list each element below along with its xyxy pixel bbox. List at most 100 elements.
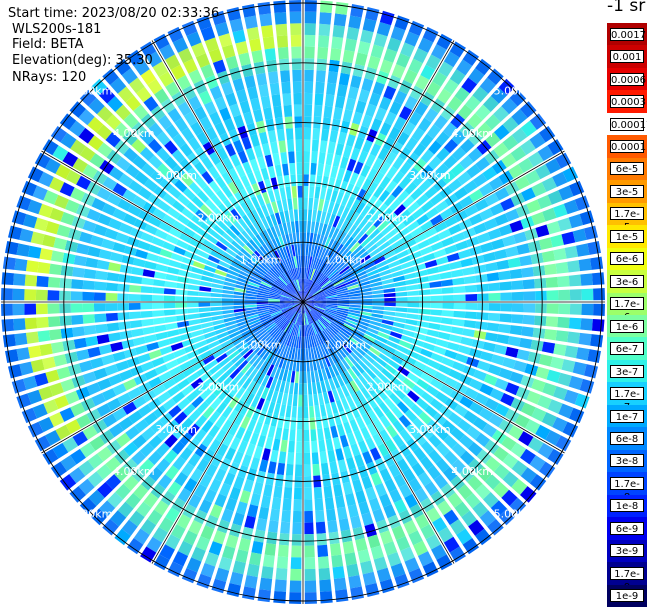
range-bin bbox=[262, 259, 272, 269]
range-bin bbox=[306, 255, 310, 268]
range-bin bbox=[172, 37, 189, 53]
range-bin bbox=[242, 214, 252, 227]
range-bin bbox=[222, 251, 235, 261]
range-bin bbox=[229, 523, 242, 538]
range-bin bbox=[389, 217, 402, 229]
range-bin bbox=[200, 370, 213, 382]
range-bin bbox=[241, 63, 254, 78]
range-bin bbox=[354, 270, 367, 279]
range-bin bbox=[502, 471, 519, 488]
range-bin bbox=[208, 541, 223, 556]
range-bin bbox=[287, 322, 294, 334]
range-bin bbox=[128, 180, 143, 194]
range-bin bbox=[322, 263, 331, 274]
range-bin bbox=[317, 544, 329, 558]
range-bin bbox=[346, 196, 356, 209]
range-bin bbox=[129, 319, 143, 329]
range-bin bbox=[567, 260, 581, 273]
range-bin bbox=[228, 396, 240, 409]
range-bin bbox=[336, 167, 346, 181]
range-bin bbox=[545, 158, 561, 174]
range-bin bbox=[553, 343, 567, 356]
range-bin bbox=[484, 398, 500, 412]
range-bin bbox=[443, 450, 459, 466]
range-bin bbox=[232, 29, 246, 44]
range-bin bbox=[315, 81, 325, 94]
range-bin bbox=[433, 345, 447, 356]
range-bin bbox=[176, 213, 190, 226]
range-bin bbox=[222, 309, 235, 315]
range-bin bbox=[475, 483, 491, 500]
range-bin bbox=[368, 323, 381, 331]
range-bin bbox=[429, 193, 444, 206]
colorbar-tick-label: 3e-8 bbox=[610, 454, 644, 468]
range-bin bbox=[488, 413, 504, 428]
range-bin bbox=[344, 341, 355, 351]
range-bin bbox=[460, 450, 475, 466]
range-bin bbox=[297, 406, 303, 419]
range-bin bbox=[568, 180, 585, 197]
range-bin bbox=[163, 302, 176, 309]
range-bin bbox=[285, 405, 292, 418]
range-bin bbox=[237, 233, 249, 245]
colorbar-tick-label: 0.0003 bbox=[610, 95, 646, 109]
range-bin bbox=[203, 331, 217, 339]
range-bin bbox=[294, 302, 303, 311]
range-bin bbox=[331, 274, 342, 283]
range-bin bbox=[75, 386, 91, 400]
range-bin bbox=[198, 297, 211, 302]
range-bin bbox=[418, 289, 431, 296]
range-bin bbox=[292, 280, 299, 292]
range-bin bbox=[357, 125, 369, 139]
range-bin bbox=[265, 215, 274, 228]
range-bin bbox=[417, 239, 430, 250]
range-bin bbox=[188, 278, 201, 286]
range-bin bbox=[112, 351, 126, 362]
range-bin bbox=[388, 260, 401, 269]
range-bin bbox=[323, 286, 335, 293]
range-bin bbox=[228, 128, 240, 143]
range-bin bbox=[394, 317, 407, 324]
range-bin bbox=[358, 501, 370, 515]
range-bin bbox=[383, 306, 396, 312]
range-bin bbox=[1, 288, 13, 301]
range-bin bbox=[38, 386, 54, 401]
range-bin bbox=[482, 95, 499, 112]
range-bin bbox=[379, 429, 391, 443]
range-bin bbox=[191, 42, 206, 58]
range-bin bbox=[272, 438, 281, 451]
range-bin bbox=[314, 297, 326, 301]
range-bin bbox=[319, 187, 327, 200]
range-bin bbox=[414, 487, 429, 503]
range-bin bbox=[534, 277, 547, 289]
range-bin bbox=[454, 210, 469, 222]
range-bin bbox=[529, 474, 547, 491]
range-bin bbox=[420, 456, 434, 471]
range-bin bbox=[283, 288, 294, 296]
range-bin bbox=[491, 159, 507, 175]
range-bin bbox=[402, 329, 416, 338]
range-bin bbox=[200, 562, 216, 578]
range-bin bbox=[303, 293, 311, 302]
range-bin bbox=[141, 163, 156, 177]
range-bin bbox=[241, 526, 254, 541]
range-ring-label: 4.00km bbox=[451, 465, 493, 478]
range-bin bbox=[211, 136, 223, 151]
range-bin bbox=[348, 309, 361, 314]
range-bin bbox=[451, 232, 466, 243]
range-bin bbox=[340, 61, 353, 75]
range-bin bbox=[199, 317, 212, 324]
range-bin bbox=[148, 155, 163, 169]
range-bin bbox=[371, 309, 384, 315]
range-bin bbox=[355, 100, 367, 114]
range-bin bbox=[162, 352, 176, 363]
range-bin bbox=[276, 391, 284, 405]
range-bin bbox=[310, 310, 319, 320]
range-bin bbox=[417, 471, 432, 487]
range-bin bbox=[274, 342, 282, 354]
range-bin bbox=[114, 58, 131, 76]
range-bin bbox=[311, 139, 320, 152]
range-bin bbox=[312, 308, 322, 317]
range-bin bbox=[265, 472, 275, 486]
range-bin bbox=[487, 282, 501, 292]
